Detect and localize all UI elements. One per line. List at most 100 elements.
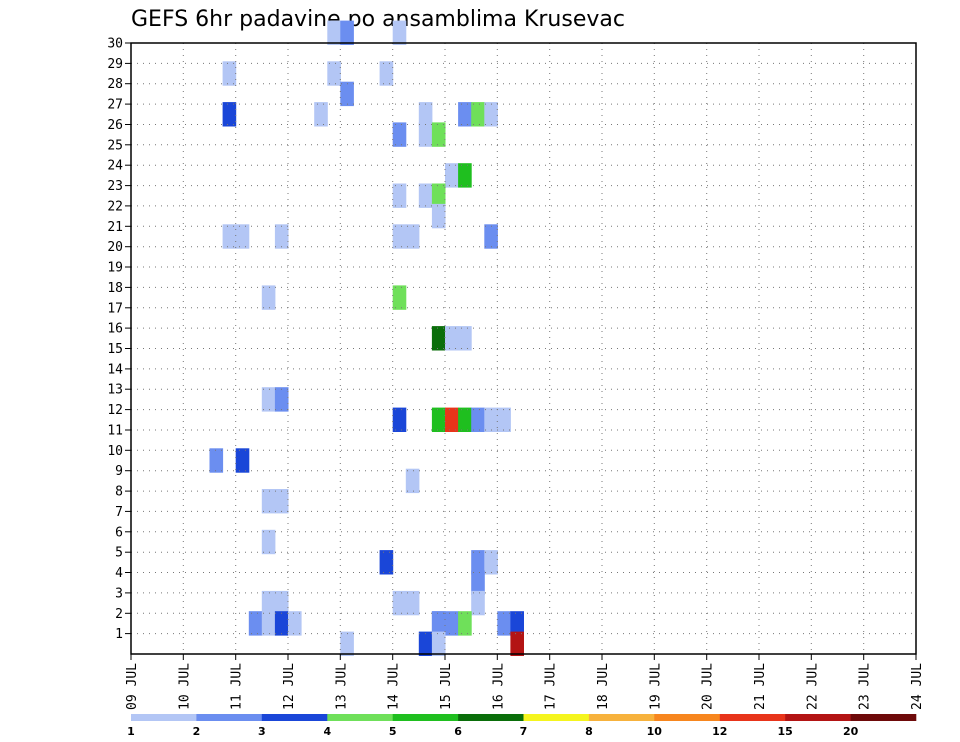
y-axis-ticks: 1234567891011121314151617181920212223242… xyxy=(107,37,131,642)
y-tick-label: 14 xyxy=(107,362,123,377)
data-cell xyxy=(471,570,485,595)
x-tick-label: 14 JUL xyxy=(387,663,402,710)
data-cell xyxy=(392,20,407,45)
y-tick-label: 6 xyxy=(115,525,123,540)
y-tick-label: 24 xyxy=(107,159,123,174)
data-cell xyxy=(392,183,407,208)
x-tick-label: 11 JUL xyxy=(230,663,245,710)
colorbar-segment xyxy=(131,714,197,721)
x-tick-label: 12 JUL xyxy=(282,663,297,710)
data-cell xyxy=(274,489,289,514)
x-tick-label: 21 JUL xyxy=(753,663,768,710)
data-cell xyxy=(392,122,407,147)
data-cell xyxy=(379,550,394,575)
y-tick-label: 9 xyxy=(115,464,123,479)
data-cell xyxy=(458,326,472,351)
y-tick-label: 25 xyxy=(107,138,123,153)
y-tick-label: 21 xyxy=(107,220,123,235)
data-cell xyxy=(405,590,420,616)
y-tick-label: 26 xyxy=(107,118,123,133)
colorbar-segment xyxy=(261,714,328,721)
colorbar-segment xyxy=(196,714,263,721)
data-cell xyxy=(484,102,498,127)
data-cell xyxy=(471,550,485,575)
data-cell xyxy=(484,224,498,249)
x-tick-label: 16 JUL xyxy=(491,663,506,710)
plot-border xyxy=(130,42,917,655)
colorbar-label: 12 xyxy=(712,725,727,738)
colorbar: 1 2 3 4 5 6 7 8 10 12 15 20 xyxy=(127,714,917,738)
data-cell xyxy=(327,61,341,86)
colorbar-segment xyxy=(719,714,786,721)
data-cell xyxy=(209,448,224,473)
colorbar-label: 3 xyxy=(258,725,266,738)
data-cell xyxy=(222,61,237,86)
colorbar-label: 1 xyxy=(127,725,135,738)
data-cell xyxy=(222,224,237,249)
y-tick-label: 17 xyxy=(107,301,123,316)
data-cell xyxy=(274,590,289,616)
y-tick-label: 8 xyxy=(115,485,123,500)
y-tick-label: 12 xyxy=(107,403,123,418)
y-tick-label: 18 xyxy=(107,281,123,296)
x-tick-label: 15 JUL xyxy=(439,663,454,710)
y-tick-label: 10 xyxy=(107,444,123,459)
data-cell xyxy=(471,407,485,432)
colorbar-label: 10 xyxy=(647,725,663,738)
data-cell xyxy=(484,407,498,432)
data-cell xyxy=(314,102,328,127)
data-cells xyxy=(209,20,524,656)
data-cell xyxy=(405,468,420,494)
data-cell xyxy=(458,611,472,636)
colorbar-label: 7 xyxy=(520,725,528,738)
y-tick-label: 15 xyxy=(107,342,123,357)
data-cell xyxy=(431,183,446,208)
data-cell xyxy=(288,611,302,636)
y-tick-label: 27 xyxy=(107,98,123,113)
x-tick-label: 19 JUL xyxy=(648,663,663,710)
data-cell xyxy=(405,224,420,249)
colorbar-segment xyxy=(654,714,720,721)
data-cell xyxy=(431,631,446,656)
data-cell xyxy=(222,102,237,127)
data-cell xyxy=(431,203,446,229)
data-cell xyxy=(510,631,524,656)
data-cell xyxy=(418,102,433,127)
y-tick-label: 16 xyxy=(107,322,123,337)
plot-frame xyxy=(130,42,917,655)
colorbar-label: 15 xyxy=(778,725,793,738)
data-cell xyxy=(431,326,446,351)
y-tick-label: 23 xyxy=(107,179,123,194)
data-cell xyxy=(261,529,276,555)
data-cell xyxy=(340,631,354,656)
colorbar-segment xyxy=(850,714,917,721)
data-cell xyxy=(471,590,485,616)
data-cell xyxy=(392,407,407,432)
x-axis-ticks: 09 JUL 10 JUL 11 JUL 12 JUL 13 JUL 14 JUL 15 J… xyxy=(125,654,925,710)
x-tick-label: 18 JUL xyxy=(596,663,611,710)
colorbar-segment xyxy=(588,714,655,721)
y-tick-label: 7 xyxy=(115,505,123,520)
y-tick-label: 1 xyxy=(115,627,123,642)
y-tick-label: 2 xyxy=(115,607,123,622)
data-cell xyxy=(458,163,472,188)
x-tick-label: 22 JUL xyxy=(805,663,820,710)
data-cell xyxy=(418,122,433,147)
x-tick-label: 10 JUL xyxy=(177,663,192,710)
y-tick-label: 20 xyxy=(107,240,123,255)
x-tick-label: 13 JUL xyxy=(334,663,349,710)
data-cell xyxy=(327,20,341,45)
data-cell xyxy=(261,590,276,616)
colorbar-label: 5 xyxy=(389,725,397,738)
data-cell xyxy=(235,448,250,473)
data-cell xyxy=(418,183,433,208)
data-cell xyxy=(445,407,459,432)
data-cell xyxy=(431,122,446,147)
y-tick-label: 5 xyxy=(115,546,123,561)
data-cell xyxy=(510,611,524,636)
data-cell xyxy=(445,326,459,351)
x-tick-label: 24 JUL xyxy=(910,663,925,710)
colorbar-label: 6 xyxy=(454,725,462,738)
data-cell xyxy=(431,611,446,636)
